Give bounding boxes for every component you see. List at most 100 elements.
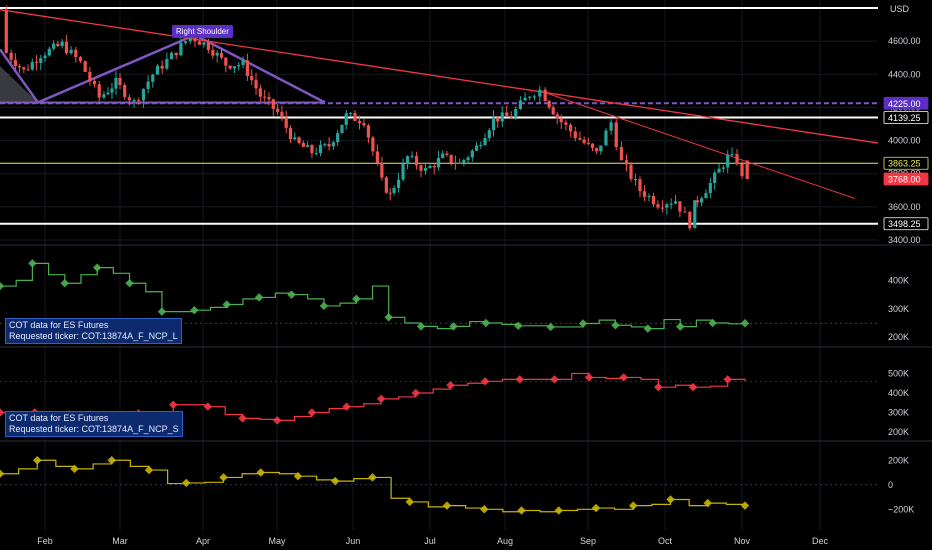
candle-body [69,49,73,54]
candle-body [638,179,642,192]
candle-body [693,200,697,229]
candle-body [232,66,237,69]
price-tag-box [883,172,929,186]
indicator-marker [70,464,79,474]
panels [0,244,932,442]
indicator-marker [703,498,712,508]
drawings [0,7,879,225]
candle-body [219,52,224,58]
candle-body [538,89,542,97]
candle-body [78,57,83,62]
indicator-marker [144,465,154,475]
candle-body [726,154,730,168]
cot-long-ticker: Requested ticker: COT:13874A_F_NCP_L [9,331,178,341]
indicator-tick-label: 500K [888,369,909,379]
indicator-tick-label: 300K [888,304,909,314]
candle-body [34,62,39,64]
candle-body [297,137,301,143]
candle-body [458,162,462,164]
candle-body [474,145,479,151]
indicator-tick-label: −200K [888,504,914,514]
candle-body [401,163,405,180]
candle-body [141,88,146,101]
indicator-marker [190,305,199,315]
indicator-marker [0,469,5,478]
candle-body [453,163,458,165]
candle-body [17,66,22,68]
price-tag-box [883,217,929,231]
candle-body [118,77,122,86]
indicator-marker [675,322,685,331]
candle-body [183,41,188,43]
candle-body [340,124,344,134]
candle-body [284,117,288,128]
candle-body [410,155,414,157]
candle-body [9,52,13,60]
candle-body [487,130,491,139]
candle-body [127,97,131,101]
candle-body [380,162,384,178]
candle-body [43,55,47,59]
indicator-marker [629,501,638,510]
candle-body [599,145,603,152]
month-label: Feb [37,536,53,546]
candle-body [532,96,537,98]
price-tags: 4225.00 4139.25 3863.25 3768.00 3498.25 [883,96,929,231]
cot-short-info[interactable]: COT data for ES Futures Requested ticker… [5,411,183,437]
candle-body [735,154,739,164]
candle-body [445,153,449,155]
candle-body [97,84,101,98]
candle-body [174,52,178,56]
candle-body [106,92,110,95]
candle-body [271,99,275,109]
candle-body [559,118,563,123]
candle-body [51,43,56,49]
candle-body [496,117,500,122]
candle-body [344,113,348,125]
price-tick-label: 4600.00 [888,36,921,46]
indicator-marker [60,278,70,288]
cot-short-ticker: Requested ticker: COT:13874A_F_NCP_S [9,424,179,434]
candle-body [146,81,150,89]
time-axis: Feb Mar Apr May Jun Jul Aug Sep Oct Nov Dec [37,536,828,546]
candle-body [483,138,487,146]
candle-body [197,41,202,45]
candle-body [245,60,249,76]
candle-body [357,120,362,124]
candle-body [241,60,245,65]
candle-body [188,36,192,42]
month-label: Dec [812,536,829,546]
indicator-marker [480,505,489,514]
indicator-tick-label: 300K [888,408,909,418]
candle-body [647,196,651,198]
month-label: Mar [112,536,128,546]
candle-body [275,108,280,112]
candle-body [633,178,638,180]
candle-body [318,144,323,154]
candle-body [160,65,164,69]
indicator-marker [619,373,628,382]
candle-body [441,153,445,158]
candle-body [713,172,717,184]
candle-body [555,114,559,119]
candle-body [528,96,532,98]
candle-body [479,145,483,147]
candle-body [586,142,590,144]
candle-body [64,41,69,54]
candle-body [695,200,699,203]
candle-body [428,165,432,168]
short-trendline [539,90,856,200]
indicator-marker [481,318,491,328]
candle-body [13,59,17,67]
candle-body [22,67,26,70]
indicator-marker [368,473,377,482]
candle-body [151,74,155,82]
candle-body [83,61,87,72]
candle-body [449,154,453,164]
candle-body [665,204,669,208]
indicator-marker [182,478,191,488]
candle-body [331,142,335,147]
cot-long-info[interactable]: COT data for ES Futures Requested ticker… [5,318,182,344]
